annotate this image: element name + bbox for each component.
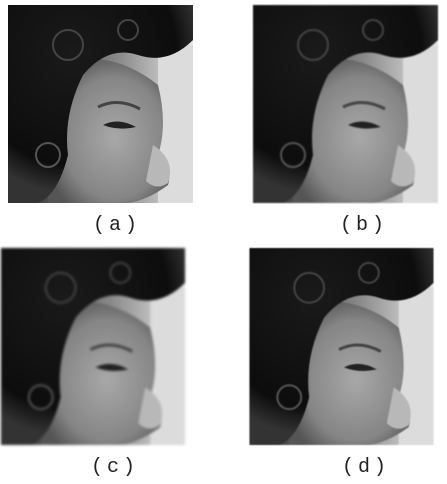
photo-a <box>8 5 193 203</box>
figure: (a) (b) (c) (d) {"panels": [{"label": "(… <box>0 0 447 484</box>
caption: (b) <box>304 214 424 237</box>
caption: (c) <box>55 456 175 479</box>
caption: (d) <box>306 456 426 479</box>
photo-b <box>253 5 438 203</box>
photo-d <box>246 248 437 445</box>
caption: (a) <box>57 214 177 237</box>
photo-c <box>0 248 186 445</box>
